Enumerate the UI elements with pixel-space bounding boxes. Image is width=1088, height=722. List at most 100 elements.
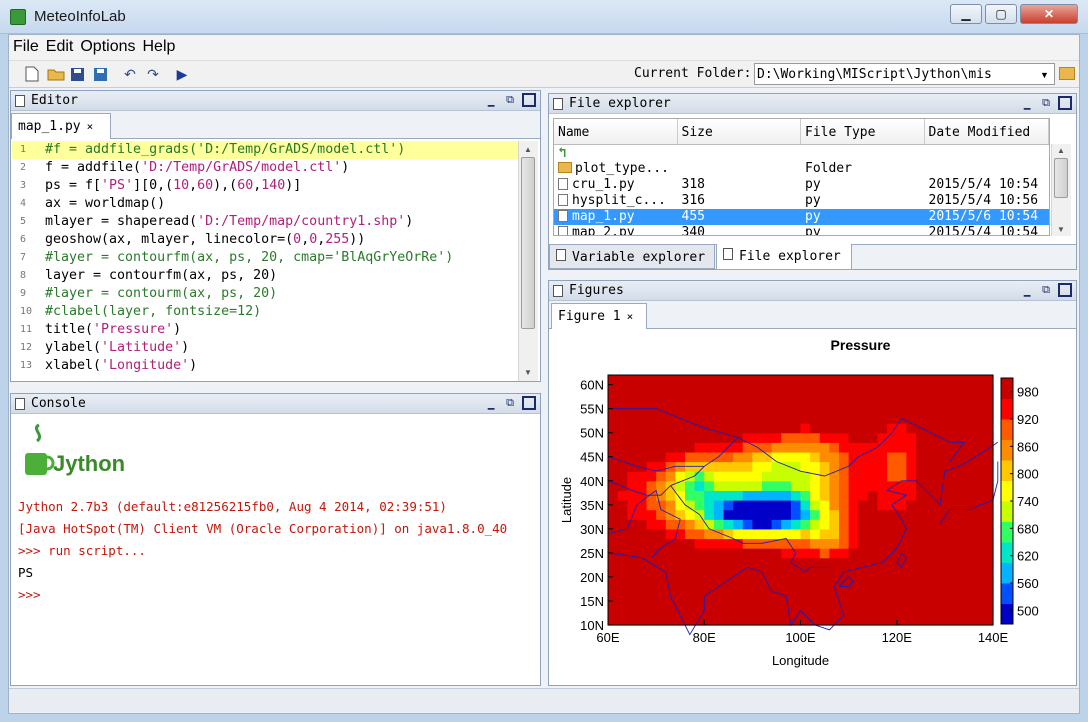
redo-icon[interactable]: ↷ [147,65,159,82]
field-cell [944,413,956,424]
close-tab-icon[interactable]: × [626,310,634,323]
field-cell [646,548,657,559]
code-line[interactable]: 2 f = addfile('D:/Temp/GrADS/model.ctl') [12,159,518,177]
console-output[interactable]: Jython Jython 2.7b3 (default:e81256215fb… [11,415,540,685]
field-cell [983,423,994,434]
code-line[interactable]: 12 ylabel('Latitude') [12,339,518,357]
column-size[interactable]: Size [678,119,801,144]
field-cell [617,461,628,472]
close-button[interactable]: ✕ [1020,4,1078,24]
line-number: 13 [20,360,33,371]
field-cell [742,605,753,616]
field-cell [771,384,782,395]
undock-panel-icon[interactable]: ⧉ [1042,96,1050,109]
field-cell [704,548,715,559]
field-cell [723,471,734,482]
column-name[interactable]: Name [554,119,678,144]
code-line[interactable]: 1 #f = addfile_grads('D:/Temp/GrADS/model… [12,141,518,159]
run-icon[interactable]: ▶ [176,65,188,82]
field-cell [733,596,744,607]
field-cell [646,413,657,424]
code-line[interactable]: 5 mlayer = shaperead('D:/Temp/map/country… [12,213,518,231]
undo-icon[interactable]: ↶ [124,65,136,82]
file-scrollbar[interactable]: ▲ ▼ [1051,144,1071,236]
tab-file-explorer[interactable]: File explorer [716,244,852,270]
save-as-icon[interactable] [91,65,109,83]
field-cell [675,423,686,434]
maximize-panel-icon[interactable] [522,93,536,107]
code-line[interactable]: 10 #clabel(layer, fontsize=12) [12,303,518,321]
minimize-panel-icon[interactable]: ▁ [487,396,495,410]
minimize-panel-icon[interactable]: ▁ [1023,96,1031,110]
field-cell [810,384,821,395]
field-cell [983,557,994,568]
field-cell [829,403,840,415]
maximize-panel-icon[interactable] [522,396,536,410]
minimize-panel-icon[interactable]: ▁ [1023,283,1031,297]
browse-folder-icon[interactable] [1059,67,1075,80]
field-cell [848,538,859,549]
new-file-icon[interactable] [23,65,41,83]
figure-canvas[interactable]: Pressure Longitude Latitude 60E 80E 100E 120E 1… [549,330,1076,685]
undock-panel-icon[interactable]: ⧉ [506,93,514,106]
menu-file[interactable]: File [13,38,39,55]
file-size: 318 [681,177,705,192]
field-cell [762,403,773,415]
code-line[interactable]: 3 ps = f['PS'][0,(10,60),(60,140)] [12,177,518,195]
scroll-thumb[interactable] [521,157,535,329]
field-cell [829,548,840,559]
code-line[interactable]: 8 layer = contourfm(ax, ps, 20) [12,267,518,285]
field-cell [954,528,965,540]
field-cell [790,451,802,463]
maximize-panel-icon[interactable] [1058,283,1072,297]
field-cell [916,471,927,482]
code-line[interactable]: 9 #layer = contourm(ax, ps, 20) [12,285,518,303]
undock-panel-icon[interactable]: ⧉ [506,396,514,409]
scroll-thumb[interactable] [1054,158,1068,198]
field-cell [858,596,869,607]
save-icon[interactable] [68,65,86,83]
tab-label: Figure 1 [558,309,621,324]
file-row[interactable]: map_2.py 340 py 2015/5/4 10:54 [554,225,1049,235]
editor-scrollbar[interactable]: ▲ ▼ [518,141,538,381]
undock-panel-icon[interactable]: ⧉ [1042,283,1050,296]
code-line[interactable]: 7 #layer = contourfm(ax, ps, 20, cmap='Bl… [12,249,518,267]
field-cell [665,423,676,434]
field-cell [781,500,792,511]
minimize-button[interactable]: ▁ [950,4,982,24]
maximize-panel-icon[interactable] [1058,96,1072,110]
menu-options[interactable]: Options [80,38,136,55]
maximize-button[interactable]: ▢ [985,4,1017,24]
field-cell [973,375,984,386]
file-row[interactable]: plot_type... Folder [554,161,1049,177]
code-line[interactable]: 11 title('Pressure') [12,321,518,339]
file-row[interactable]: map_1.py 455 py 2015/5/6 10:54 [554,209,1049,225]
tab-variable-explorer[interactable]: Variable explorer [549,245,715,269]
tab-map-1[interactable]: map_1.py × [11,113,111,139]
code-area[interactable]: 1 #f = addfile_grads('D:/Temp/GrADS/model… [12,141,518,381]
field-cell [646,442,657,453]
menu-edit[interactable]: Edit [45,38,74,55]
field-cell [762,375,773,386]
file-row[interactable]: cru_1.py 318 py 2015/5/4 10:54 [554,177,1049,193]
current-folder-combo[interactable]: D:\Working\MIScript\Jython\mis [754,63,1055,85]
field-cell [810,480,821,491]
column-file-type[interactable]: File Type [801,119,925,144]
field-cell [954,413,965,424]
file-row[interactable]: ↰ [554,145,1049,161]
field-cell [742,480,753,491]
column-date-modified[interactable]: Date Modified [925,119,1049,144]
field-cell [694,384,705,395]
field-cell [935,423,946,434]
code-line[interactable]: 13 xlabel('Longitude') [12,357,518,375]
chevron-down-icon[interactable]: ▼ [1040,70,1049,80]
file-row[interactable]: hysplit_c... 316 py 2015/5/4 10:56 [554,193,1049,209]
code-line[interactable]: 6 geoshow(ax, mlayer, linecolor=(0,0,255)… [12,231,518,249]
minimize-panel-icon[interactable]: ▁ [487,93,495,107]
code-line[interactable]: 4 ax = worldmap() [12,195,518,213]
menu-help[interactable]: Help [142,38,176,55]
tab-figure-1[interactable]: Figure 1 × [551,303,647,329]
open-folder-icon[interactable] [47,65,65,83]
close-tab-icon[interactable]: × [86,120,94,133]
field-cell [906,528,917,540]
